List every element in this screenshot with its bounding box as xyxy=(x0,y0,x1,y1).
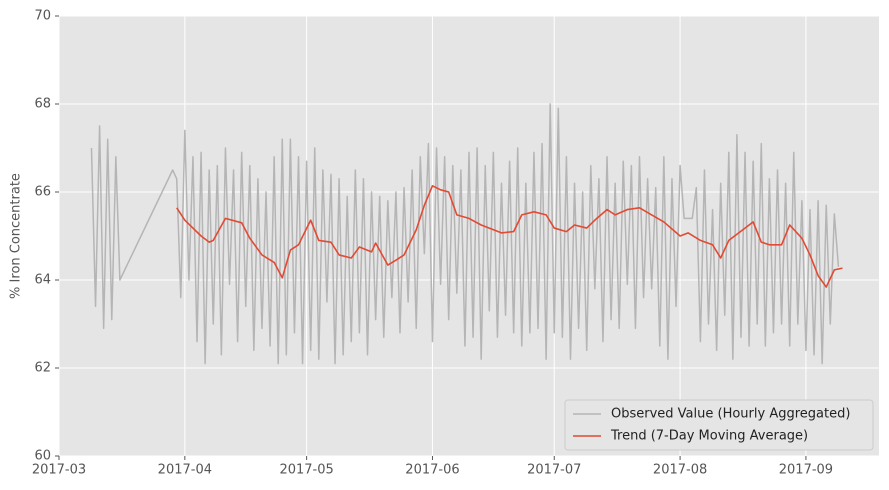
y-tick-label: 64 xyxy=(34,273,51,288)
legend-label: Observed Value (Hourly Aggregated) xyxy=(611,407,850,422)
legend-box xyxy=(564,399,874,451)
y-tick-label: 62 xyxy=(34,361,51,376)
series-line xyxy=(176,185,843,288)
x-tick-label: 2017-08 xyxy=(653,463,707,478)
x-tick-label: 2017-04 xyxy=(158,463,212,478)
x-tick-label: 2017-05 xyxy=(279,463,333,478)
y-tick-label: 68 xyxy=(34,97,51,112)
legend-label: Trend (7-Day Moving Average) xyxy=(610,429,808,444)
series-line xyxy=(90,103,840,365)
plot-area xyxy=(59,16,879,456)
y-tick-label: 66 xyxy=(34,185,51,200)
x-tick-label: 2017-03 xyxy=(32,463,86,478)
y-tick-label: 60 xyxy=(34,449,51,464)
x-tick-label: 2017-06 xyxy=(405,463,459,478)
x-tick-label: 2017-07 xyxy=(527,463,581,478)
y-tick-label: 70 xyxy=(34,9,51,24)
y-axis-label: % Iron Concentrate xyxy=(9,173,24,299)
x-tick-label: 2017-09 xyxy=(779,463,833,478)
